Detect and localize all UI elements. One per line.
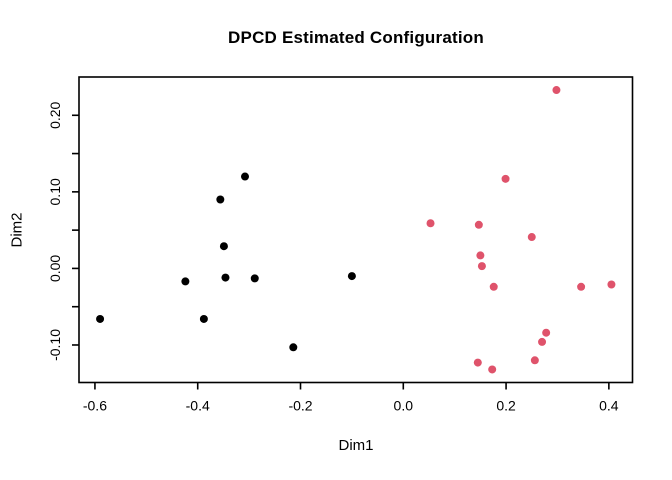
data-point-group-2 (538, 337, 547, 346)
x-tick-label: 0.2 (496, 398, 516, 414)
data-point-group-2 (577, 282, 586, 291)
y-axis-label: Dim2 (8, 212, 26, 248)
data-point-group-1 (219, 242, 228, 251)
y-tick-label: 0.10 (47, 178, 63, 205)
data-point-group-1 (289, 343, 298, 352)
x-tick-label: -0.6 (83, 398, 107, 414)
plot-frame (78, 76, 634, 384)
data-point-group-1 (181, 277, 190, 286)
data-point-group-2 (542, 328, 551, 337)
y-tick-label: -0.10 (47, 329, 63, 361)
data-point-group-2 (527, 233, 536, 242)
data-point-group-1 (221, 273, 230, 282)
data-point-group-2 (474, 220, 483, 229)
data-point-group-2 (501, 174, 510, 183)
y-tick-label: 0.00 (47, 255, 63, 282)
data-point-group-2 (489, 282, 498, 291)
x-tick-label: 0.0 (394, 398, 414, 414)
chart-title: DPCD Estimated Configuration (228, 28, 484, 47)
data-point-group-2 (530, 356, 539, 365)
data-point-group-2 (476, 251, 485, 260)
data-point-group-1 (96, 314, 105, 323)
data-point-group-2 (473, 358, 482, 367)
x-tick-label: -0.4 (186, 398, 210, 414)
data-point-group-1 (347, 272, 356, 281)
data-point-group-2 (488, 365, 497, 374)
data-point-group-1 (240, 172, 249, 181)
x-tick-label: -0.2 (288, 398, 312, 414)
data-point-group-1 (199, 314, 208, 323)
data-point-group-1 (250, 274, 259, 283)
data-point-group-2 (477, 262, 486, 271)
data-point-group-1 (216, 195, 225, 204)
x-axis-label: Dim1 (338, 437, 374, 454)
data-point-group-2 (607, 280, 616, 289)
x-tick-label: 0.4 (599, 398, 619, 414)
data-point-group-2 (552, 86, 561, 95)
data-point-group-2 (426, 219, 435, 228)
y-tick-label: 0.20 (47, 101, 63, 128)
